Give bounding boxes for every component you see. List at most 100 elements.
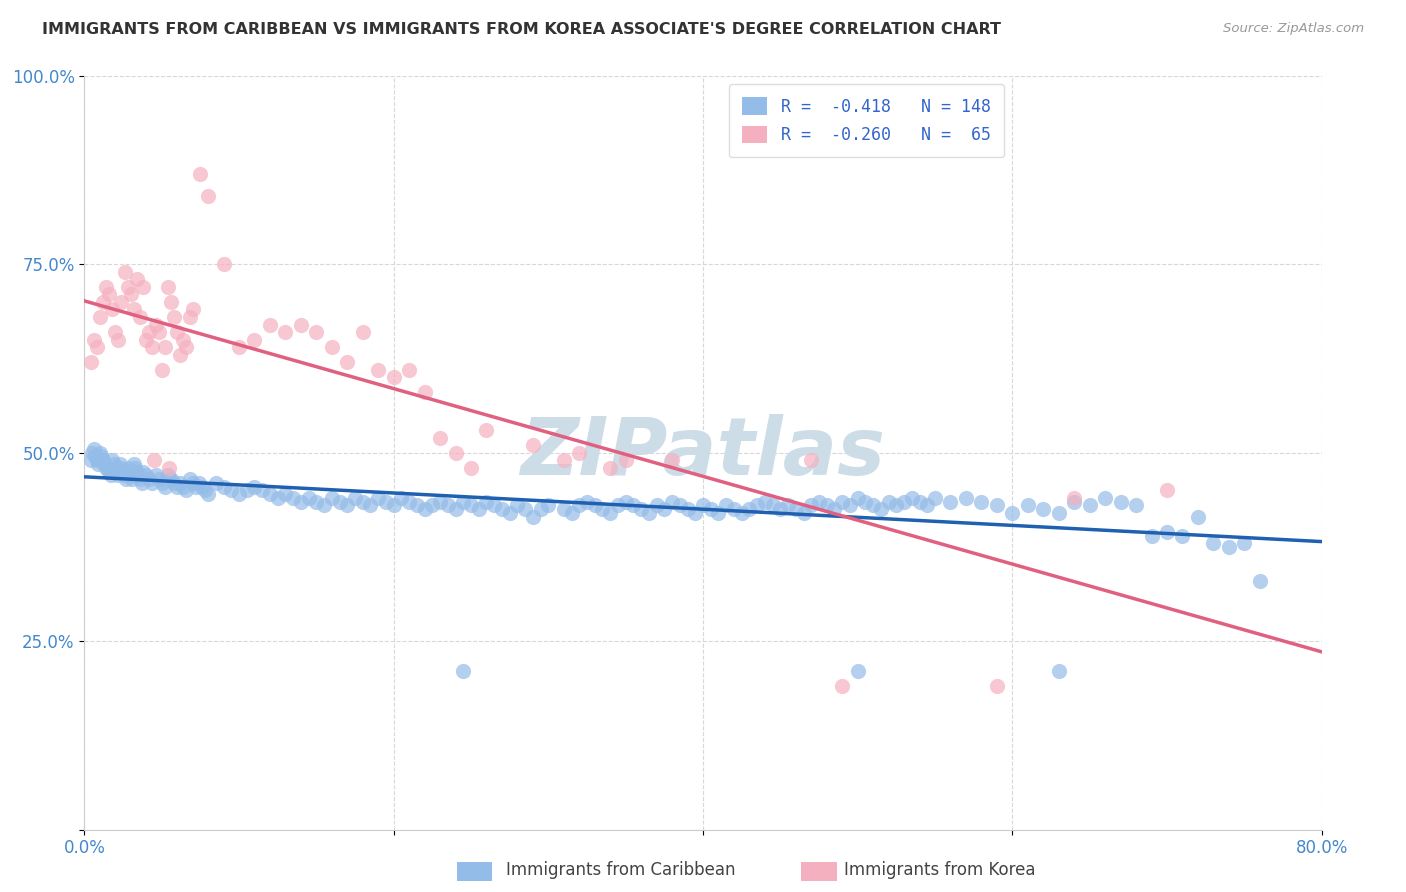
Point: [762, 499, 785, 513]
Point: [592, 502, 614, 516]
Point: [191, 480, 214, 494]
Point: [103, 457, 125, 471]
Point: [90, 450, 112, 464]
Point: [398, 494, 420, 508]
Point: [179, 472, 201, 486]
Point: [138, 325, 160, 339]
Point: [576, 494, 599, 508]
Point: [422, 499, 444, 513]
Point: [83, 333, 105, 347]
Point: [877, 494, 900, 508]
Point: [661, 453, 683, 467]
Point: [754, 494, 776, 508]
Point: [522, 509, 544, 524]
Point: [141, 340, 163, 354]
Point: [389, 491, 413, 505]
Point: [150, 475, 173, 490]
Point: [153, 340, 176, 354]
Point: [212, 257, 235, 271]
Point: [101, 453, 124, 467]
Point: [453, 665, 475, 679]
Point: [1156, 524, 1178, 539]
Text: IMMIGRANTS FROM CARIBBEAN VS IMMIGRANTS FROM KOREA ASSOCIATE'S DEGREE CORRELATIO: IMMIGRANTS FROM CARIBBEAN VS IMMIGRANTS …: [42, 22, 1001, 37]
Point: [100, 468, 122, 483]
Point: [529, 502, 551, 516]
Point: [800, 499, 823, 513]
Point: [815, 499, 838, 513]
Point: [163, 475, 186, 490]
Point: [121, 472, 143, 486]
Text: Immigrants from Korea: Immigrants from Korea: [844, 861, 1035, 879]
Point: [1233, 536, 1256, 550]
Point: [187, 475, 209, 490]
Point: [908, 494, 931, 508]
Point: [939, 494, 962, 508]
Point: [312, 499, 335, 513]
Point: [382, 370, 405, 384]
Point: [110, 460, 132, 475]
Point: [560, 506, 583, 520]
Point: [281, 491, 305, 505]
Point: [166, 480, 188, 494]
Point: [156, 468, 179, 483]
Point: [114, 265, 136, 279]
Point: [599, 460, 621, 475]
Point: [176, 483, 198, 498]
Point: [444, 502, 467, 516]
Legend: R =  -0.418   N = 148, R =  -0.260   N =  65: R = -0.418 N = 148, R = -0.260 N = 65: [728, 84, 1004, 157]
Point: [336, 355, 359, 369]
Point: [124, 460, 146, 475]
Point: [1001, 506, 1024, 520]
Point: [107, 333, 129, 347]
Point: [93, 457, 115, 471]
Point: [1063, 494, 1085, 508]
Point: [568, 499, 591, 513]
Point: [86, 340, 108, 354]
Point: [148, 325, 170, 339]
Point: [731, 506, 754, 520]
Point: [398, 363, 420, 377]
Point: [869, 502, 893, 516]
Point: [970, 494, 993, 508]
Point: [745, 499, 768, 513]
Point: [862, 499, 884, 513]
Point: [87, 457, 110, 471]
Point: [838, 499, 860, 513]
Point: [91, 294, 114, 310]
Point: [352, 494, 374, 508]
Point: [352, 325, 374, 339]
Point: [194, 483, 217, 498]
Point: [484, 499, 506, 513]
Point: [491, 502, 513, 516]
Point: [328, 494, 352, 508]
Point: [553, 502, 575, 516]
Point: [159, 460, 180, 475]
Point: [1249, 574, 1271, 588]
Point: [436, 499, 458, 513]
Point: [553, 453, 575, 467]
Text: Source: ZipAtlas.com: Source: ZipAtlas.com: [1223, 22, 1364, 36]
Point: [259, 318, 281, 332]
Point: [274, 325, 297, 339]
Point: [1063, 491, 1085, 505]
Point: [630, 502, 652, 516]
Point: [94, 460, 117, 475]
Point: [343, 491, 366, 505]
Point: [79, 355, 101, 369]
Point: [893, 494, 915, 508]
Point: [160, 472, 183, 486]
Point: [460, 460, 482, 475]
Point: [360, 499, 382, 513]
Point: [156, 280, 179, 294]
Point: [374, 494, 398, 508]
Text: ZIPatlas: ZIPatlas: [520, 414, 886, 491]
Point: [138, 472, 160, 486]
Point: [132, 465, 155, 479]
Point: [117, 460, 139, 475]
Point: [429, 494, 451, 508]
Point: [1032, 502, 1054, 516]
Point: [104, 325, 127, 339]
Point: [160, 294, 183, 310]
Point: [785, 502, 807, 516]
Point: [1218, 540, 1240, 554]
